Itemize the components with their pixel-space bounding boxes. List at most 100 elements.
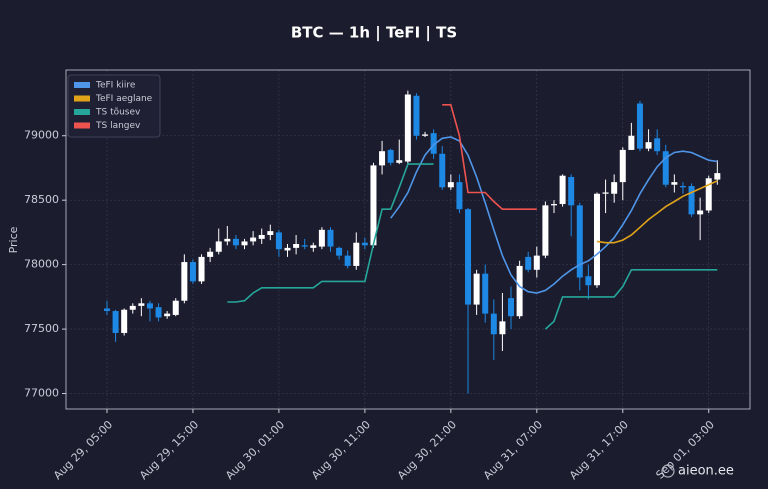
candle-body (688, 186, 695, 215)
candle-body (318, 229, 325, 247)
candle-body (533, 255, 540, 270)
candle-body (662, 151, 669, 185)
candle-body (499, 321, 506, 335)
candle-body (697, 210, 704, 215)
candle-body (103, 308, 110, 312)
candle-body (671, 182, 678, 185)
candle-body (516, 265, 523, 317)
candle-body (404, 94, 411, 162)
candle-body (164, 313, 171, 317)
candle-body (284, 247, 291, 251)
candle-body (473, 273, 480, 305)
candle-body (593, 193, 600, 286)
candle-body (379, 151, 386, 166)
candle-body (413, 95, 420, 136)
candle-body (155, 307, 162, 318)
candle-body (447, 182, 454, 188)
legend: TeFI kiire TeFI aeglane TS tõusev TS langev (67, 74, 161, 138)
legend-swatch (74, 109, 90, 115)
candle-body (112, 311, 119, 333)
candle-body (198, 256, 205, 282)
candle-body (121, 309, 128, 333)
candle-body (602, 192, 609, 194)
legend-box (67, 74, 161, 138)
candle-body (387, 149, 394, 163)
candle-body (559, 175, 566, 205)
candle-body (508, 298, 515, 317)
watermark-icon (661, 464, 675, 478)
legend-swatch (74, 82, 90, 88)
watermark: aieon.ee (678, 464, 734, 479)
y-tick-label: 78000 (24, 258, 59, 271)
candle-body (490, 313, 497, 335)
candle-body (189, 262, 196, 282)
candle-body (645, 142, 652, 149)
candle-body (422, 134, 429, 136)
candle-body (370, 165, 377, 246)
candle-body (310, 245, 317, 248)
candle-body (576, 205, 583, 278)
candle-body (705, 178, 712, 211)
legend-label: TeFI kiire (95, 81, 136, 91)
candle-body (456, 182, 463, 210)
plot-area (62, 70, 750, 413)
candle-body (224, 238, 231, 242)
candle-body (181, 262, 188, 301)
legend-swatch (74, 95, 90, 102)
candle-body (439, 153, 446, 188)
candle-body (172, 300, 179, 315)
candle-body (138, 303, 145, 306)
candle-body (258, 234, 265, 239)
chart-title: BTC — 1h | TeFI | TS (291, 24, 457, 43)
y-axis-label: Price (7, 226, 20, 253)
candle-body (344, 255, 351, 266)
candle-body (568, 176, 575, 206)
candle-body (327, 229, 334, 247)
indicator-line (442, 104, 537, 210)
candle-body (482, 273, 489, 314)
candle-body (430, 133, 437, 154)
candle-body (361, 242, 368, 246)
candle-body (301, 245, 308, 247)
legend-swatch (74, 122, 90, 129)
y-tick-label: 77500 (24, 322, 59, 335)
candle-body (585, 276, 592, 286)
candle-body (465, 209, 472, 305)
candle-body (611, 182, 618, 194)
candle-body (146, 303, 153, 309)
indicator-line (227, 163, 718, 330)
y-tick-label: 77000 (24, 387, 59, 400)
indicator-line (596, 180, 718, 244)
candle-body (550, 204, 557, 206)
candle-body (396, 160, 403, 163)
plot-frame (65, 69, 751, 410)
candle-body (336, 247, 343, 256)
candle-body (241, 241, 248, 246)
legend-label: TS tõusev (95, 108, 141, 118)
candle-body (353, 242, 360, 266)
candle-body (275, 232, 282, 250)
candle-body (636, 103, 643, 149)
candle-body (250, 237, 257, 242)
candle-body (129, 305, 136, 310)
candle-body (542, 205, 549, 256)
candle-body (525, 256, 532, 270)
legend-label: TeFI aeglane (95, 94, 153, 104)
candle-body (215, 241, 222, 252)
y-tick-label: 78500 (24, 193, 59, 206)
candle-body (679, 186, 686, 188)
candle-body (628, 135, 635, 150)
candle-body (619, 149, 626, 183)
candle-body (267, 231, 274, 235)
candle-body (293, 244, 300, 248)
indicator-line (390, 136, 718, 294)
y-tick-label: 79000 (24, 129, 59, 142)
candle-body (654, 138, 661, 152)
legend-label: TS langev (95, 121, 141, 131)
candle-body (232, 238, 239, 246)
candle-body (207, 251, 214, 257)
candle-body (714, 173, 721, 180)
